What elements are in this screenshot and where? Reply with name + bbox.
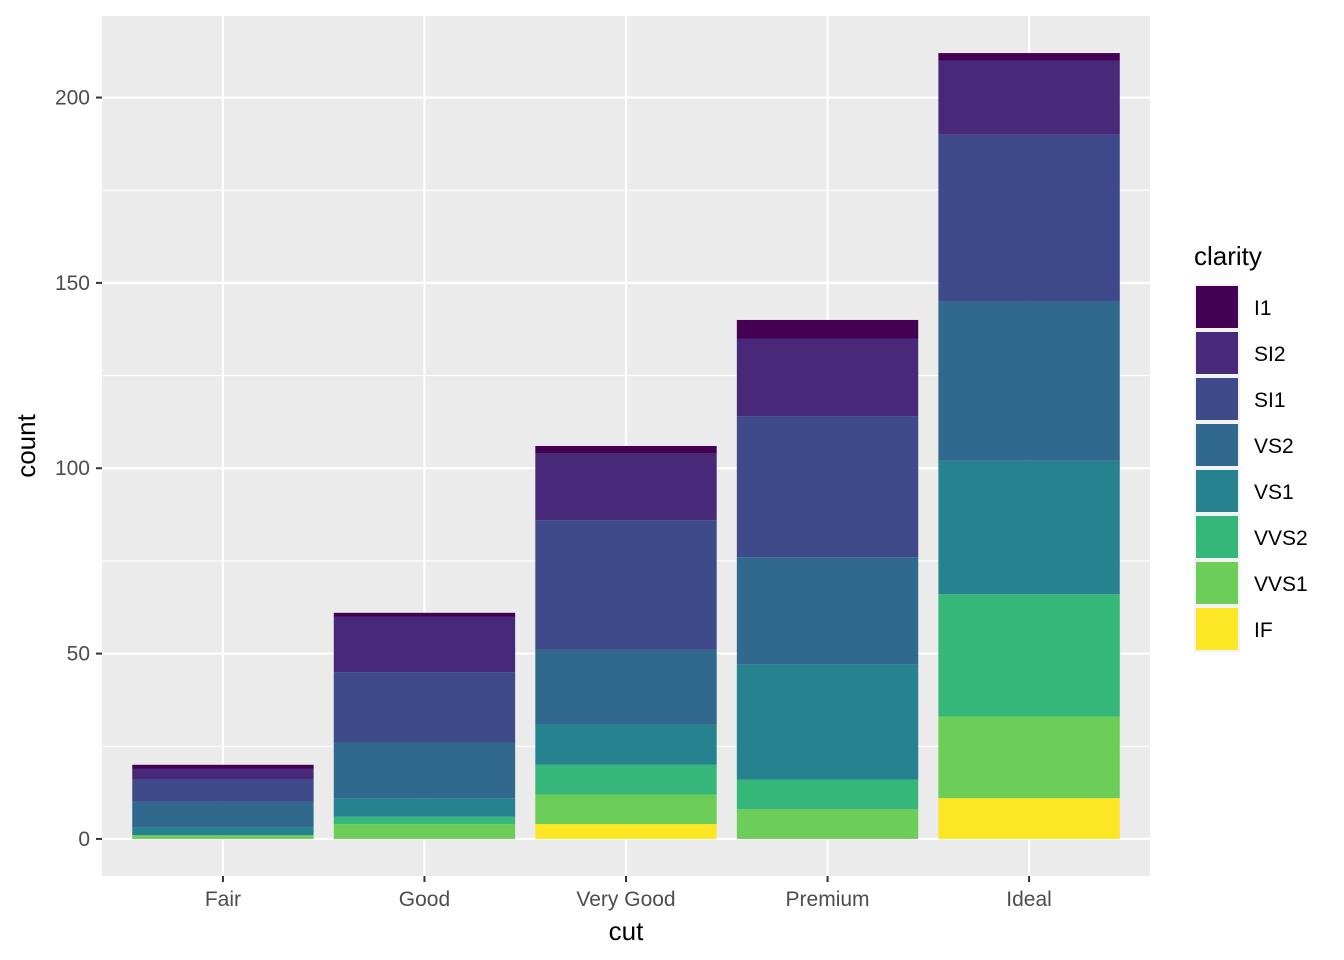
bar-segment-si1 xyxy=(333,672,516,743)
y-tick-label: 100 xyxy=(55,457,90,480)
x-axis: Fair Good Very Good Premium Ideal xyxy=(205,876,1052,911)
bar-segment-vs2 xyxy=(132,801,314,828)
bar-segment-i1 xyxy=(132,764,314,769)
legend-swatch xyxy=(1196,378,1238,420)
bar-segment-si2 xyxy=(333,616,516,673)
bar-segment-vs2 xyxy=(736,557,919,665)
legend-swatch xyxy=(1196,286,1238,328)
x-tick-label: Good xyxy=(399,888,450,911)
bar-segment-vvs1 xyxy=(132,835,314,839)
y-tick-label: 0 xyxy=(78,828,90,851)
y-axis: 0 50 100 150 200 xyxy=(55,87,102,851)
bar-segment-vvs2 xyxy=(736,779,919,810)
legend-swatch xyxy=(1196,516,1238,558)
bar-segment-i1 xyxy=(736,319,919,339)
bar-segment-si2 xyxy=(535,453,717,521)
legend-swatch xyxy=(1196,424,1238,466)
legend-swatch xyxy=(1196,608,1238,650)
legend-label: VVS2 xyxy=(1254,527,1308,550)
bar-segment-i1 xyxy=(333,612,516,617)
x-tick-label: Premium xyxy=(786,888,870,911)
legend-label: SI2 xyxy=(1254,343,1286,366)
legend-label: I1 xyxy=(1254,297,1272,320)
x-tick-label: Fair xyxy=(205,888,241,911)
bar-segment-vs1 xyxy=(132,827,314,836)
bars xyxy=(132,53,1120,839)
bar-segment-si1 xyxy=(938,134,1120,302)
y-tick-label: 200 xyxy=(55,87,90,110)
legend-label: VS2 xyxy=(1254,435,1294,458)
bar-segment-si1 xyxy=(132,779,314,802)
legend-label: IF xyxy=(1254,619,1273,642)
bar-segment-vs1 xyxy=(333,798,516,817)
bar-segment-vvs2 xyxy=(535,764,717,795)
legend-swatch xyxy=(1196,332,1238,374)
bar-segment-i1 xyxy=(938,53,1120,61)
bar-segment-si2 xyxy=(736,338,919,417)
bar-segment-vvs1 xyxy=(938,716,1120,799)
legend: clarity I1 SI2 SI1 VS2 VS1 VVS2 VVS1 IF xyxy=(1194,241,1308,652)
legend-label: VVS1 xyxy=(1254,573,1308,596)
y-axis-title: count xyxy=(11,413,41,477)
bar-segment-vvs2 xyxy=(333,816,516,825)
bar-segment-si2 xyxy=(132,768,314,780)
legend-title: clarity xyxy=(1194,241,1262,271)
bar-segment-vs1 xyxy=(535,724,717,765)
y-tick-label: 50 xyxy=(67,643,90,666)
bar-segment-vvs2 xyxy=(938,594,1120,717)
x-axis-title: cut xyxy=(609,916,644,946)
y-tick-label: 150 xyxy=(55,272,90,295)
bar-segment-vs1 xyxy=(938,460,1120,595)
bar-segment-vvs1 xyxy=(736,809,919,839)
bar-segment-vs2 xyxy=(938,301,1120,461)
x-tick-label: Very Good xyxy=(576,888,675,911)
bar-segment-si2 xyxy=(938,60,1120,135)
bar-segment-vs2 xyxy=(535,649,717,725)
bar-segment-vs2 xyxy=(333,742,516,799)
bar-segment-si1 xyxy=(535,520,717,650)
bar-segment-vvs1 xyxy=(535,794,717,825)
bar-segment-vvs1 xyxy=(333,824,516,839)
x-tick-label: Ideal xyxy=(1006,888,1052,911)
bar-segment-si1 xyxy=(736,416,919,558)
legend-swatch xyxy=(1196,470,1238,512)
legend-label: VS1 xyxy=(1254,481,1294,504)
legend-label: SI1 xyxy=(1254,389,1286,412)
bar-segment-if xyxy=(938,798,1120,839)
bar-segment-vs1 xyxy=(736,664,919,780)
bar-segment-if xyxy=(535,824,717,839)
legend-swatch xyxy=(1196,562,1238,604)
bar-segment-i1 xyxy=(535,446,717,454)
